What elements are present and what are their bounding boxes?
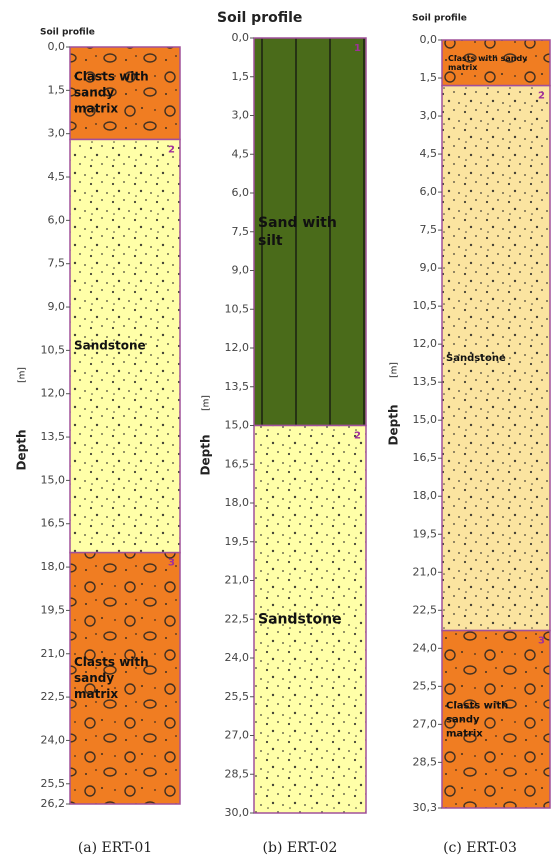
tick-label: 24,0 bbox=[413, 641, 438, 654]
layer-label: Sandstone bbox=[74, 339, 146, 353]
caption: (a) ERT-01 bbox=[78, 840, 152, 856]
tick-label: 26,2 bbox=[41, 797, 66, 810]
tick-label: 25,5 bbox=[41, 777, 66, 790]
tick-label: 21,0 bbox=[225, 574, 250, 587]
tick-label: 1,5 bbox=[420, 71, 438, 84]
layer-number: 2 bbox=[168, 144, 175, 155]
tick-label: 21,0 bbox=[41, 647, 66, 660]
tick-label: 18,0 bbox=[225, 496, 250, 509]
tick-label: 6,0 bbox=[232, 186, 250, 199]
tick-label: 4,5 bbox=[420, 147, 438, 160]
layer-number: 3 bbox=[168, 558, 175, 569]
tick-label: 25,5 bbox=[413, 679, 438, 692]
tick-label: 16,5 bbox=[41, 517, 66, 530]
layer-number: 2 bbox=[538, 91, 545, 102]
layer-number: 3 bbox=[538, 636, 545, 647]
tick-label: 12,0 bbox=[225, 341, 250, 354]
tick-label: 22,5 bbox=[225, 612, 250, 625]
tick-label: 0,0 bbox=[232, 31, 250, 44]
axis-label: Depth bbox=[15, 430, 29, 471]
tick-label: 12,0 bbox=[413, 337, 438, 350]
tick-label: 10,5 bbox=[413, 299, 438, 312]
tick-label: 1,5 bbox=[48, 83, 66, 96]
tick-label: 7,5 bbox=[232, 225, 250, 238]
tick-label: 30,3 bbox=[413, 801, 438, 814]
tick-label: 13,5 bbox=[41, 430, 66, 443]
figure: Soil profile Depth [m] (a) ERT-01 Clasts wit… bbox=[0, 0, 551, 868]
layer-label: Clasts with sandy bbox=[448, 54, 528, 63]
tick-label: 13,5 bbox=[225, 380, 250, 393]
tick-label: 22,5 bbox=[413, 603, 438, 616]
tick-label: 28,5 bbox=[413, 755, 438, 768]
tick-label: 19,5 bbox=[225, 535, 250, 548]
tick-label: 0,0 bbox=[420, 33, 438, 46]
panels: Soil profile Depth [m] (a) ERT-01 Clasts wit… bbox=[15, 10, 551, 856]
tick-label: 15,0 bbox=[225, 419, 250, 432]
layer-label: Clasts with bbox=[74, 655, 149, 669]
tick-label: 15,0 bbox=[413, 413, 438, 426]
tick-label: 24,0 bbox=[225, 651, 250, 664]
layer-number: 1 bbox=[354, 43, 361, 54]
tick-label: 9,0 bbox=[420, 261, 438, 274]
layer-number: 2 bbox=[354, 431, 361, 442]
tick-label: 21,0 bbox=[413, 565, 438, 578]
layer-label: sandy bbox=[446, 714, 480, 725]
tick-label: 9,0 bbox=[48, 300, 66, 313]
tick-label: 18,0 bbox=[413, 489, 438, 502]
layer-label: Clasts with bbox=[446, 700, 508, 711]
tick-label: 0,0 bbox=[48, 40, 66, 53]
tick-label: 13,5 bbox=[413, 375, 438, 388]
tick-label: 10,5 bbox=[41, 343, 66, 356]
layer-label: Sandstone bbox=[446, 353, 506, 364]
tick-label: 28,5 bbox=[225, 767, 250, 780]
tick-label: 24,0 bbox=[41, 733, 66, 746]
tick-label: 6,0 bbox=[48, 213, 66, 226]
tick-label: 4,5 bbox=[232, 147, 250, 160]
panel-title: Soil profile bbox=[412, 14, 467, 24]
tick-label: 16,5 bbox=[225, 457, 250, 470]
axis-unit: [m] bbox=[390, 362, 400, 378]
layer-label: Sand with bbox=[258, 215, 337, 231]
axis-label: Depth bbox=[199, 435, 213, 476]
layer-label: silt bbox=[258, 233, 283, 249]
panel-title: Soil profile bbox=[40, 28, 95, 38]
tick-label: 18,0 bbox=[41, 560, 66, 573]
tick-label: 30,0 bbox=[225, 806, 250, 819]
layer-label: matrix bbox=[448, 63, 478, 72]
tick-label: 9,0 bbox=[232, 264, 250, 277]
tick-label: 27,0 bbox=[225, 729, 250, 742]
layer-label: matrix bbox=[74, 687, 118, 701]
tick-label: 3,0 bbox=[420, 109, 438, 122]
layer-label: Clasts with bbox=[74, 70, 149, 84]
tick-label: 1,5 bbox=[232, 70, 250, 83]
axis-label: Depth bbox=[387, 405, 401, 446]
tick-label: 22,5 bbox=[41, 690, 66, 703]
layer-label: sandy bbox=[74, 86, 114, 100]
layer-label: sandy bbox=[74, 671, 114, 685]
panel-title: Soil profile bbox=[217, 10, 302, 26]
page: Soil profile Depth [m] (a) ERT-01 Clasts wit… bbox=[0, 0, 551, 868]
tick-label: 7,5 bbox=[48, 257, 66, 270]
layer-texture bbox=[254, 38, 366, 426]
axis-unit: [m] bbox=[202, 395, 212, 411]
tick-label: 19,5 bbox=[41, 603, 66, 616]
tick-label: 25,5 bbox=[225, 690, 250, 703]
axis-unit: [m] bbox=[18, 367, 28, 383]
caption: (b) ERT-02 bbox=[263, 840, 338, 856]
layer-label: matrix bbox=[74, 102, 118, 116]
tick-label: 7,5 bbox=[420, 223, 438, 236]
tick-label: 3,0 bbox=[232, 109, 250, 122]
tick-label: 3,0 bbox=[48, 127, 66, 140]
tick-label: 12,0 bbox=[41, 387, 66, 400]
tick-label: 27,0 bbox=[413, 717, 438, 730]
layer-label: matrix bbox=[446, 728, 483, 739]
tick-label: 10,5 bbox=[225, 302, 250, 315]
tick-label: 4,5 bbox=[48, 170, 66, 183]
tick-label: 6,0 bbox=[420, 185, 438, 198]
tick-label: 16,5 bbox=[413, 451, 438, 464]
tick-label: 15,0 bbox=[41, 473, 66, 486]
caption: (c) ERT-03 bbox=[443, 840, 517, 856]
tick-label: 19,5 bbox=[413, 527, 438, 540]
layer-label: Sandstone bbox=[258, 611, 342, 627]
